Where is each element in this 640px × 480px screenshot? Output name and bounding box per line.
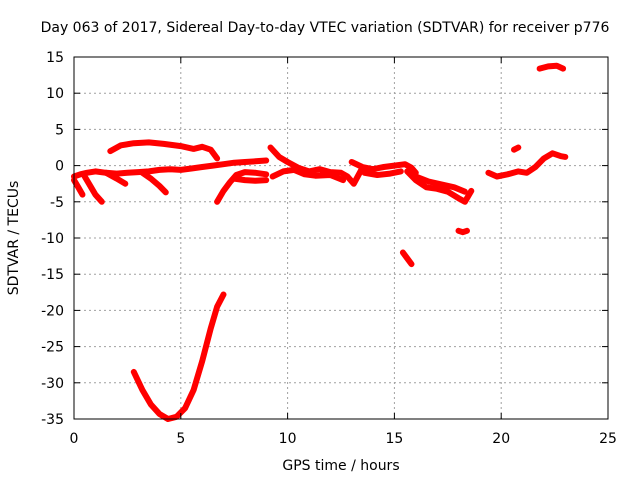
y-axis-label: SDTVAR / TECUs xyxy=(6,181,22,296)
y-tick-label: 0 xyxy=(55,159,64,175)
x-axis-label: GPS time / hours xyxy=(282,458,399,474)
series-arc-small xyxy=(399,249,415,268)
series-arc-mid-right xyxy=(348,159,419,176)
series-arc-descend-2 xyxy=(71,177,86,198)
series-arc-main-left xyxy=(71,157,270,180)
series-arc-rise-low xyxy=(231,175,270,184)
series-arc-rise xyxy=(214,169,270,205)
y-tick-label: -25 xyxy=(41,340,64,356)
series-arc-descend-1 xyxy=(81,173,105,205)
x-tick-label: 15 xyxy=(385,431,403,447)
x-tick-label: 25 xyxy=(599,431,617,447)
y-tick-label: -15 xyxy=(41,267,64,283)
y-tick-label: -30 xyxy=(41,376,64,392)
series-arc-dip xyxy=(404,168,475,205)
series-arc-right xyxy=(485,150,569,180)
series-arc-mid-right-2 xyxy=(361,168,404,178)
series-arc-descend-3 xyxy=(103,169,129,187)
series-arc-dip-2 xyxy=(412,173,468,195)
x-tick-label: 10 xyxy=(279,431,297,447)
tick-layer: 0 5 10 15 20 25 -35 -30 -25 -20 -15 -10 -5 0 5 10 15 xyxy=(41,50,617,447)
series-arc-mid xyxy=(267,144,366,187)
series-arc-small-2 xyxy=(455,227,470,236)
y-tick-label: -5 xyxy=(50,195,64,211)
grid-layer xyxy=(74,57,608,419)
series-arc-v xyxy=(130,291,227,422)
series-arc-mid-low xyxy=(269,166,347,184)
x-tick-label: 20 xyxy=(492,431,510,447)
series-layer xyxy=(71,62,569,422)
x-tick-label: 5 xyxy=(176,431,185,447)
y-tick-label: -20 xyxy=(41,303,64,319)
series-arc-upper xyxy=(107,139,221,162)
y-tick-label: 5 xyxy=(55,122,64,138)
series-arc-branch xyxy=(139,169,169,196)
y-tick-label: -10 xyxy=(41,231,64,247)
series-arc-right-2 xyxy=(511,144,522,153)
y-tick-label: -35 xyxy=(41,412,64,428)
x-tick-label: 0 xyxy=(70,431,79,447)
series-arc-top xyxy=(536,62,567,72)
y-tick-label: 10 xyxy=(46,86,64,102)
chart-title: Day 063 of 2017, Sidereal Day-to-day VTE… xyxy=(41,20,610,36)
y-tick-label: 15 xyxy=(46,50,64,66)
